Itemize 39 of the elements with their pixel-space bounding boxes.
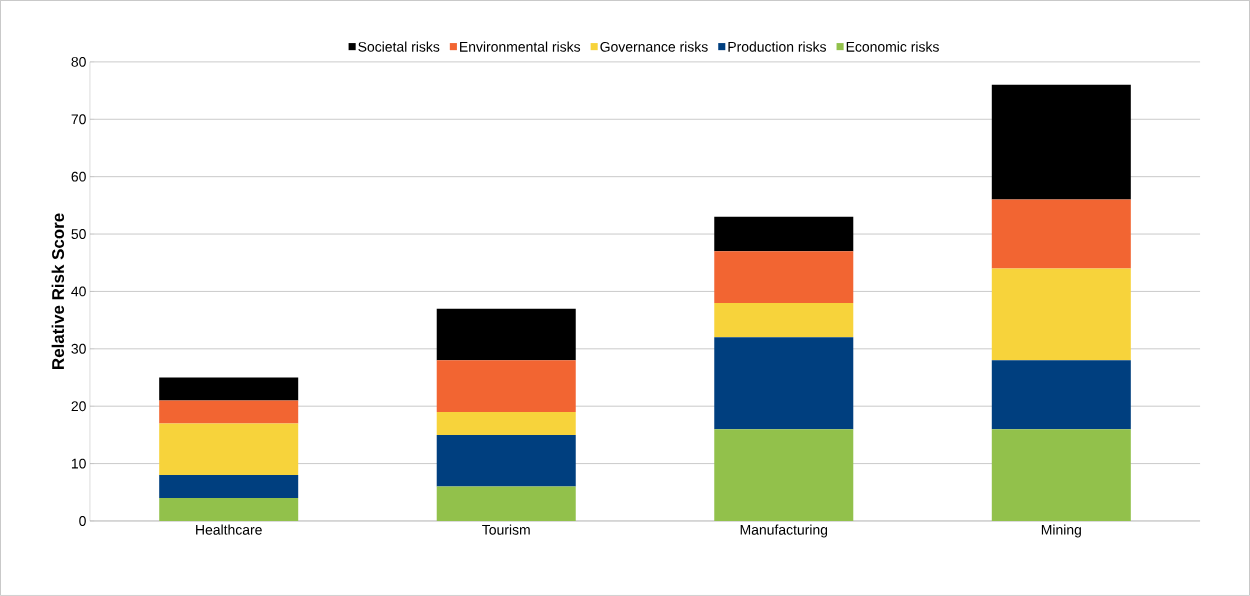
y-tick-label: 20 bbox=[71, 401, 86, 412]
bar bbox=[714, 337, 854, 430]
bar bbox=[991, 84, 1131, 200]
y-tick-label: 70 bbox=[71, 114, 86, 125]
bar bbox=[436, 434, 576, 487]
bar bbox=[991, 199, 1131, 269]
legend-label: Production risks bbox=[728, 41, 827, 52]
bar bbox=[159, 423, 299, 476]
bar bbox=[159, 400, 299, 424]
y-tick-label: 30 bbox=[71, 343, 86, 354]
x-tick-label: Mining bbox=[1041, 524, 1081, 538]
bar bbox=[159, 498, 299, 522]
bar bbox=[991, 429, 1131, 522]
bar bbox=[714, 429, 854, 522]
bar bbox=[159, 475, 299, 499]
bar bbox=[991, 268, 1131, 361]
bar bbox=[159, 377, 299, 401]
y-axis-title: Relative Risk Score bbox=[51, 213, 65, 369]
bar bbox=[436, 308, 576, 361]
y-tick-label: 80 bbox=[71, 57, 86, 67]
legend-label: Societal risks bbox=[358, 41, 440, 52]
bar bbox=[436, 486, 576, 522]
bar bbox=[714, 216, 854, 252]
bar bbox=[436, 360, 576, 412]
bar bbox=[714, 251, 854, 303]
legend-label: Governance risks bbox=[600, 41, 708, 52]
x-tick-label: Tourism bbox=[482, 524, 530, 535]
y-tick-label: 60 bbox=[71, 171, 86, 182]
y-tick-label: 10 bbox=[71, 458, 86, 469]
y-tick-label: 40 bbox=[71, 286, 86, 297]
legend-label: Environmental risks bbox=[460, 41, 581, 52]
bar bbox=[436, 412, 576, 435]
legend-label: Economic risks bbox=[846, 41, 939, 52]
bar bbox=[714, 302, 854, 338]
y-tick-label: 0 bbox=[79, 516, 86, 526]
x-tick-label: Manufacturing bbox=[740, 524, 828, 538]
bar bbox=[991, 360, 1131, 430]
y-tick-label: 50 bbox=[71, 229, 86, 240]
x-tick-label: Healthcare bbox=[196, 524, 262, 535]
